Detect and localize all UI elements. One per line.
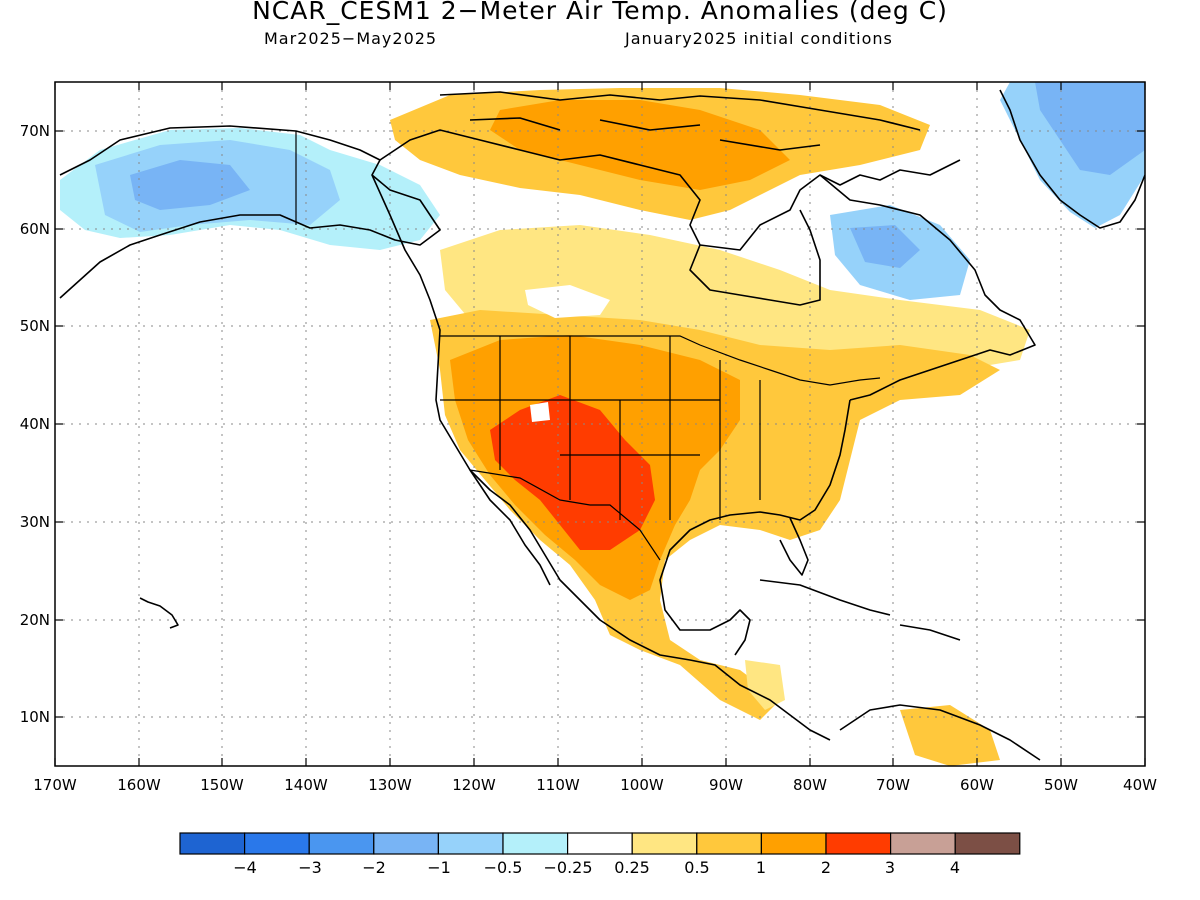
colorbar-label: −0.5 [484, 858, 523, 877]
coastlines [59, 89, 1145, 761]
florida [779, 517, 809, 576]
colorbar-label: −0.25 [543, 858, 592, 877]
colorbar-label: −4 [233, 858, 257, 877]
cuba [759, 579, 891, 616]
colorbar-label: −3 [298, 858, 322, 877]
hawaii [139, 597, 179, 629]
neutral-gap-nevada [530, 402, 550, 422]
alaska-cool-region-core [130, 160, 250, 210]
lon-label: 150W [200, 776, 244, 794]
colorbar-label: 2 [821, 858, 831, 877]
lat-label: 50N [20, 317, 50, 335]
west-coast [371, 174, 831, 741]
greenland-cool-core [1035, 82, 1145, 175]
axis-ticks [54, 82, 1146, 766]
colorbar-swatch [373, 832, 439, 855]
lon-label: 90W [709, 776, 743, 794]
colorbar-label: 0.25 [614, 858, 650, 877]
gulf-coast [659, 399, 851, 656]
colorbar-swatch [954, 832, 1021, 855]
state-lines [440, 336, 761, 520]
lon-label: 50W [1044, 776, 1078, 794]
colorbar-swatch [631, 832, 698, 855]
forecast-period: Mar2025−May2025 [264, 29, 438, 48]
lon-label: 160W [117, 776, 161, 794]
lon-label: 110W [536, 776, 580, 794]
hispaniola [899, 624, 961, 641]
us-mexico-border [469, 469, 661, 561]
lon-label: 80W [793, 776, 827, 794]
quebec-cool-core [850, 225, 920, 268]
us-canada-border [440, 335, 881, 386]
colorbar-label: 3 [885, 858, 895, 877]
colorbar-swatch [179, 832, 246, 855]
colorbar-label: −2 [362, 858, 386, 877]
graticule [55, 82, 1145, 766]
southwest-hot-core [490, 395, 655, 550]
lon-label: 70W [876, 776, 910, 794]
lon-label: 170W [33, 776, 77, 794]
colorbar-swatch [760, 832, 827, 855]
lat-label: 20N [20, 611, 50, 629]
lat-label: 40N [20, 415, 50, 433]
colorbar-labels: −4 −3 −2 −1 −0.5 −0.25 0.25 0.5 1 2 3 4 [233, 858, 960, 877]
central-america-warm [745, 660, 785, 710]
colorbar-label: −1 [427, 858, 451, 877]
colorbar-swatch [696, 832, 762, 855]
lat-label: 10N [20, 708, 50, 726]
lon-label: 130W [368, 776, 412, 794]
caribbean-warm [900, 705, 1000, 766]
map-title: NCAR_CESM1 2−Meter Air Temp. Anomalies (… [252, 0, 948, 25]
colorbar-swatch [502, 832, 569, 855]
arctic-islands [439, 91, 921, 151]
lon-label: 60W [960, 776, 994, 794]
colorbar-swatch [308, 832, 375, 855]
arctic-warm-core [490, 100, 790, 190]
colorbar-label: 0.5 [684, 858, 709, 877]
lon-label: 140W [284, 776, 328, 794]
initial-conditions: January2025 initial conditions [625, 29, 893, 48]
lon-label: 120W [452, 776, 496, 794]
south-america-coast [839, 704, 1041, 761]
hudson-bay-coast [689, 209, 821, 306]
labrador-coast [819, 174, 1036, 401]
lon-label: 40W [1123, 776, 1157, 794]
latitude-labels: 70N 60N 50N 40N 30N 20N 10N [20, 122, 50, 726]
lat-label: 60N [20, 220, 50, 238]
greenland-coast [999, 89, 1145, 229]
lat-label: 30N [20, 513, 50, 531]
colorbar-swatch [889, 832, 956, 855]
colorbar-swatch [437, 832, 504, 855]
neutral-gap-canada [525, 285, 610, 318]
lat-label: 70N [20, 122, 50, 140]
colorbar [179, 832, 1021, 855]
lon-label: 100W [620, 776, 664, 794]
political-borders [295, 131, 881, 561]
anomaly-shading [60, 82, 1145, 766]
colorbar-label: 4 [950, 858, 960, 877]
colorbar-swatch [244, 832, 310, 855]
colorbar-label: 1 [756, 858, 766, 877]
baja-california [469, 469, 551, 586]
longitude-labels: 170W 160W 150W 140W 130W 120W 110W 100W … [33, 776, 1157, 794]
colorbar-swatch [566, 832, 633, 855]
colorbar-swatch [825, 832, 892, 855]
alaska-coast [59, 125, 441, 299]
